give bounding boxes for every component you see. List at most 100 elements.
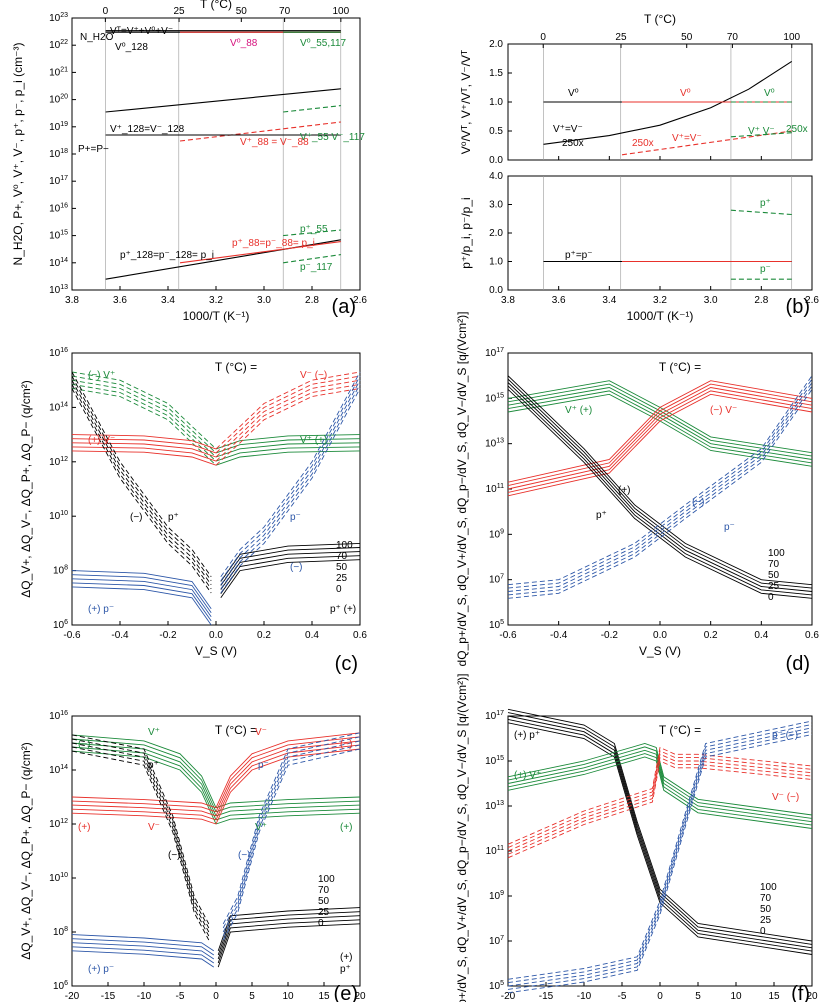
panel-b-xtick-label: 3.2 bbox=[653, 295, 667, 306]
panel-b-upper-series-line bbox=[730, 132, 792, 138]
panel-f-title-annotation: T (°C) = bbox=[659, 723, 701, 737]
panel-c-ytick-label: 108 bbox=[53, 565, 68, 577]
panel-a-xtick-label: 3.4 bbox=[161, 295, 175, 306]
panel-e-series-line bbox=[71, 796, 217, 809]
panel-c-series-line bbox=[71, 570, 212, 609]
panel-c-annotation: (−) V⁺ bbox=[88, 370, 115, 381]
panel-b-upper-annotation: V⁺ V⁻ bbox=[748, 126, 775, 137]
panel-d-annotation: V⁺ (+) bbox=[565, 405, 592, 416]
panel-d-label: (d) bbox=[786, 653, 810, 675]
panel-c-ytick-label: 1016 bbox=[49, 347, 68, 359]
panel-e-ytick-label: 106 bbox=[53, 980, 68, 992]
panel-e-annotation: (−) bbox=[78, 739, 91, 750]
panel-a-series-line bbox=[179, 241, 341, 264]
panel-f-annotation: V⁻ (−) bbox=[772, 792, 799, 803]
panel-c-series-line bbox=[71, 383, 217, 462]
panel-a-series-line bbox=[283, 105, 341, 113]
panel-b-top-label: 100 bbox=[783, 32, 800, 43]
panel-a-top-label: 25 bbox=[173, 6, 185, 17]
panel-f-annotation: (+) V⁺ bbox=[514, 770, 541, 781]
panel-c-xlabel: V_S (V) bbox=[195, 644, 237, 658]
panel-b-top-label: 50 bbox=[681, 32, 693, 43]
panel-e-series-line bbox=[71, 946, 215, 964]
panel-d-xtick-label: -0.4 bbox=[550, 630, 568, 641]
panel-e-series-line bbox=[222, 740, 361, 933]
panel-c-ytick-label: 106 bbox=[53, 619, 68, 631]
panel-d-title-annotation: T (°C) = bbox=[659, 360, 701, 374]
panel-a-top-label: 100 bbox=[332, 6, 349, 17]
panel-d-xlabel: V_S (V) bbox=[639, 644, 681, 658]
panel-f-xtick-label: -10 bbox=[577, 991, 592, 1002]
panel-c-series-line bbox=[71, 586, 212, 626]
panel-b-upper-annotation: 250x bbox=[562, 138, 584, 149]
panel-c-annotation: V⁺ (+) bbox=[300, 435, 327, 446]
panel-a-annotation: N_H2O bbox=[80, 32, 114, 43]
panel-d-series-line bbox=[507, 378, 813, 589]
panel-e-annotation: V⁻ bbox=[148, 822, 160, 833]
panel-f-annotation: (+) p⁺ bbox=[514, 730, 540, 741]
panel-d-temp-label: 25 bbox=[768, 581, 780, 592]
panel-c-series-line bbox=[215, 379, 361, 458]
panel-f-series-line bbox=[507, 743, 813, 816]
panel-e-annotation: p⁺ bbox=[148, 760, 159, 771]
panel-a-top-label: 0 bbox=[103, 6, 109, 17]
panel-b-upper-annotation: V⁰ bbox=[680, 88, 691, 99]
panel-c-temp-label: 0 bbox=[336, 584, 342, 595]
panel-c-series-line bbox=[215, 446, 361, 462]
panel-d-xtick-label: 0.4 bbox=[754, 630, 768, 641]
panel-c-ytick-label: 1010 bbox=[49, 510, 68, 522]
panel-b-upper-ytick-label: 1.0 bbox=[489, 97, 503, 108]
panel-d-series-line bbox=[507, 382, 813, 592]
panel-c-xtick-label: 0.0 bbox=[209, 630, 223, 641]
panel-f-xtick-label: -5 bbox=[618, 991, 627, 1002]
panel-e-ytick-label: 1010 bbox=[49, 872, 68, 884]
panel-f-series-line bbox=[507, 730, 813, 990]
panel-e-label: (e) bbox=[334, 983, 358, 1002]
panel-d-series-line bbox=[507, 380, 813, 483]
panel-e-series-line bbox=[71, 742, 210, 933]
panel-d-series-line bbox=[507, 382, 813, 592]
panel-e-series-line bbox=[71, 938, 215, 956]
panel-f-series-line bbox=[507, 760, 813, 859]
panel-a-xtick-label: 3.0 bbox=[257, 295, 271, 306]
panel-e-ytick-label: 1014 bbox=[49, 764, 68, 776]
panel-b-upper-annotation: V⁰ bbox=[764, 88, 775, 99]
panel-d-temp-label: 100 bbox=[768, 548, 785, 559]
panel-e-ytick-label: 108 bbox=[53, 926, 68, 938]
panel-d-annotation: p⁺ bbox=[596, 510, 607, 521]
panel-c-xtick-label: -0.4 bbox=[111, 630, 129, 641]
panel-c-series-line bbox=[215, 442, 361, 458]
panel-e-annotation: (+) bbox=[340, 952, 353, 963]
panel-b-lower-ytick-label: 3.0 bbox=[489, 200, 503, 211]
panel-e-series-line bbox=[215, 800, 361, 813]
panel-f-xtick-label: 20 bbox=[806, 991, 818, 1002]
panel-e-temp-label: 0 bbox=[318, 918, 324, 929]
panel-a-annotation: V⁺_88 = V⁻_88 bbox=[240, 137, 309, 148]
panel-e-xtick-label: 15 bbox=[318, 991, 330, 1002]
panel-f-series-line bbox=[507, 718, 813, 952]
panel-b-lower-series-line bbox=[730, 209, 792, 216]
panel-f-ytick-label: 1017 bbox=[485, 710, 504, 722]
panel-e-series-line bbox=[215, 808, 361, 821]
panel-d-series-line bbox=[507, 383, 813, 487]
panel-c-annotation: (−) bbox=[290, 562, 303, 573]
panel-c-xtick-label: 0.6 bbox=[353, 630, 367, 641]
panel-f-xtick-label: -15 bbox=[539, 991, 554, 1002]
panel-a-xtick-label: 3.6 bbox=[113, 295, 127, 306]
panel-b-top-label: 0 bbox=[540, 32, 546, 43]
panel-d-ytick-label: 107 bbox=[489, 574, 504, 586]
panel-c-series-line bbox=[71, 371, 212, 577]
panel-f-series-line bbox=[507, 756, 813, 855]
panel-d-annotation: p⁻ bbox=[724, 522, 735, 533]
panel-f-series-line bbox=[507, 712, 813, 945]
panel-f-temp-label: 100 bbox=[760, 882, 777, 893]
panel-e-series-line bbox=[71, 808, 217, 821]
panel-f-series-line bbox=[507, 746, 813, 819]
panel-a-top-label: 70 bbox=[279, 6, 291, 17]
panel-e-series-line bbox=[217, 923, 361, 968]
panel-b-upper-series-line bbox=[621, 130, 792, 156]
panel-a-annotation: p⁺_128=p⁻_128= p_i bbox=[120, 250, 214, 261]
panel-c-series-line bbox=[215, 371, 361, 450]
panel-f-ytick-label: 1015 bbox=[485, 755, 504, 767]
panel-f-series-line bbox=[507, 727, 813, 987]
